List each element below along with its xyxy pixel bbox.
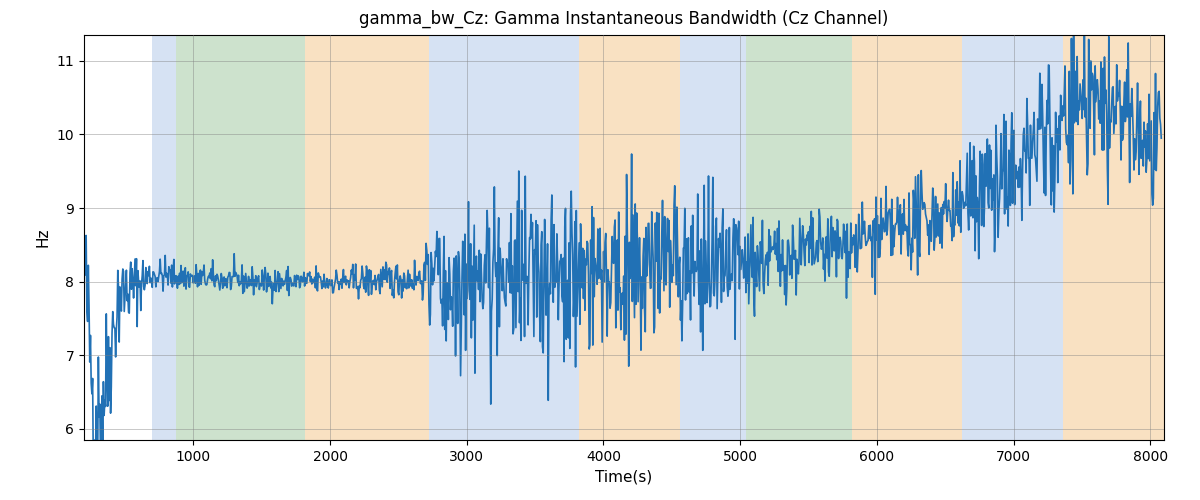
Y-axis label: Hz: Hz — [36, 228, 50, 247]
Bar — [680, 35, 745, 440]
Bar — [306, 35, 428, 440]
Title: gamma_bw_Cz: Gamma Instantaneous Bandwidth (Cz Channel): gamma_bw_Cz: Gamma Instantaneous Bandwid… — [359, 10, 889, 28]
Bar — [428, 35, 578, 440]
Bar — [578, 35, 680, 440]
Bar — [175, 35, 306, 440]
Bar — [745, 35, 852, 440]
X-axis label: Time(s): Time(s) — [595, 470, 653, 484]
Bar — [961, 35, 1063, 440]
Bar — [852, 35, 961, 440]
Bar — [1063, 35, 1177, 440]
Bar — [152, 35, 175, 440]
